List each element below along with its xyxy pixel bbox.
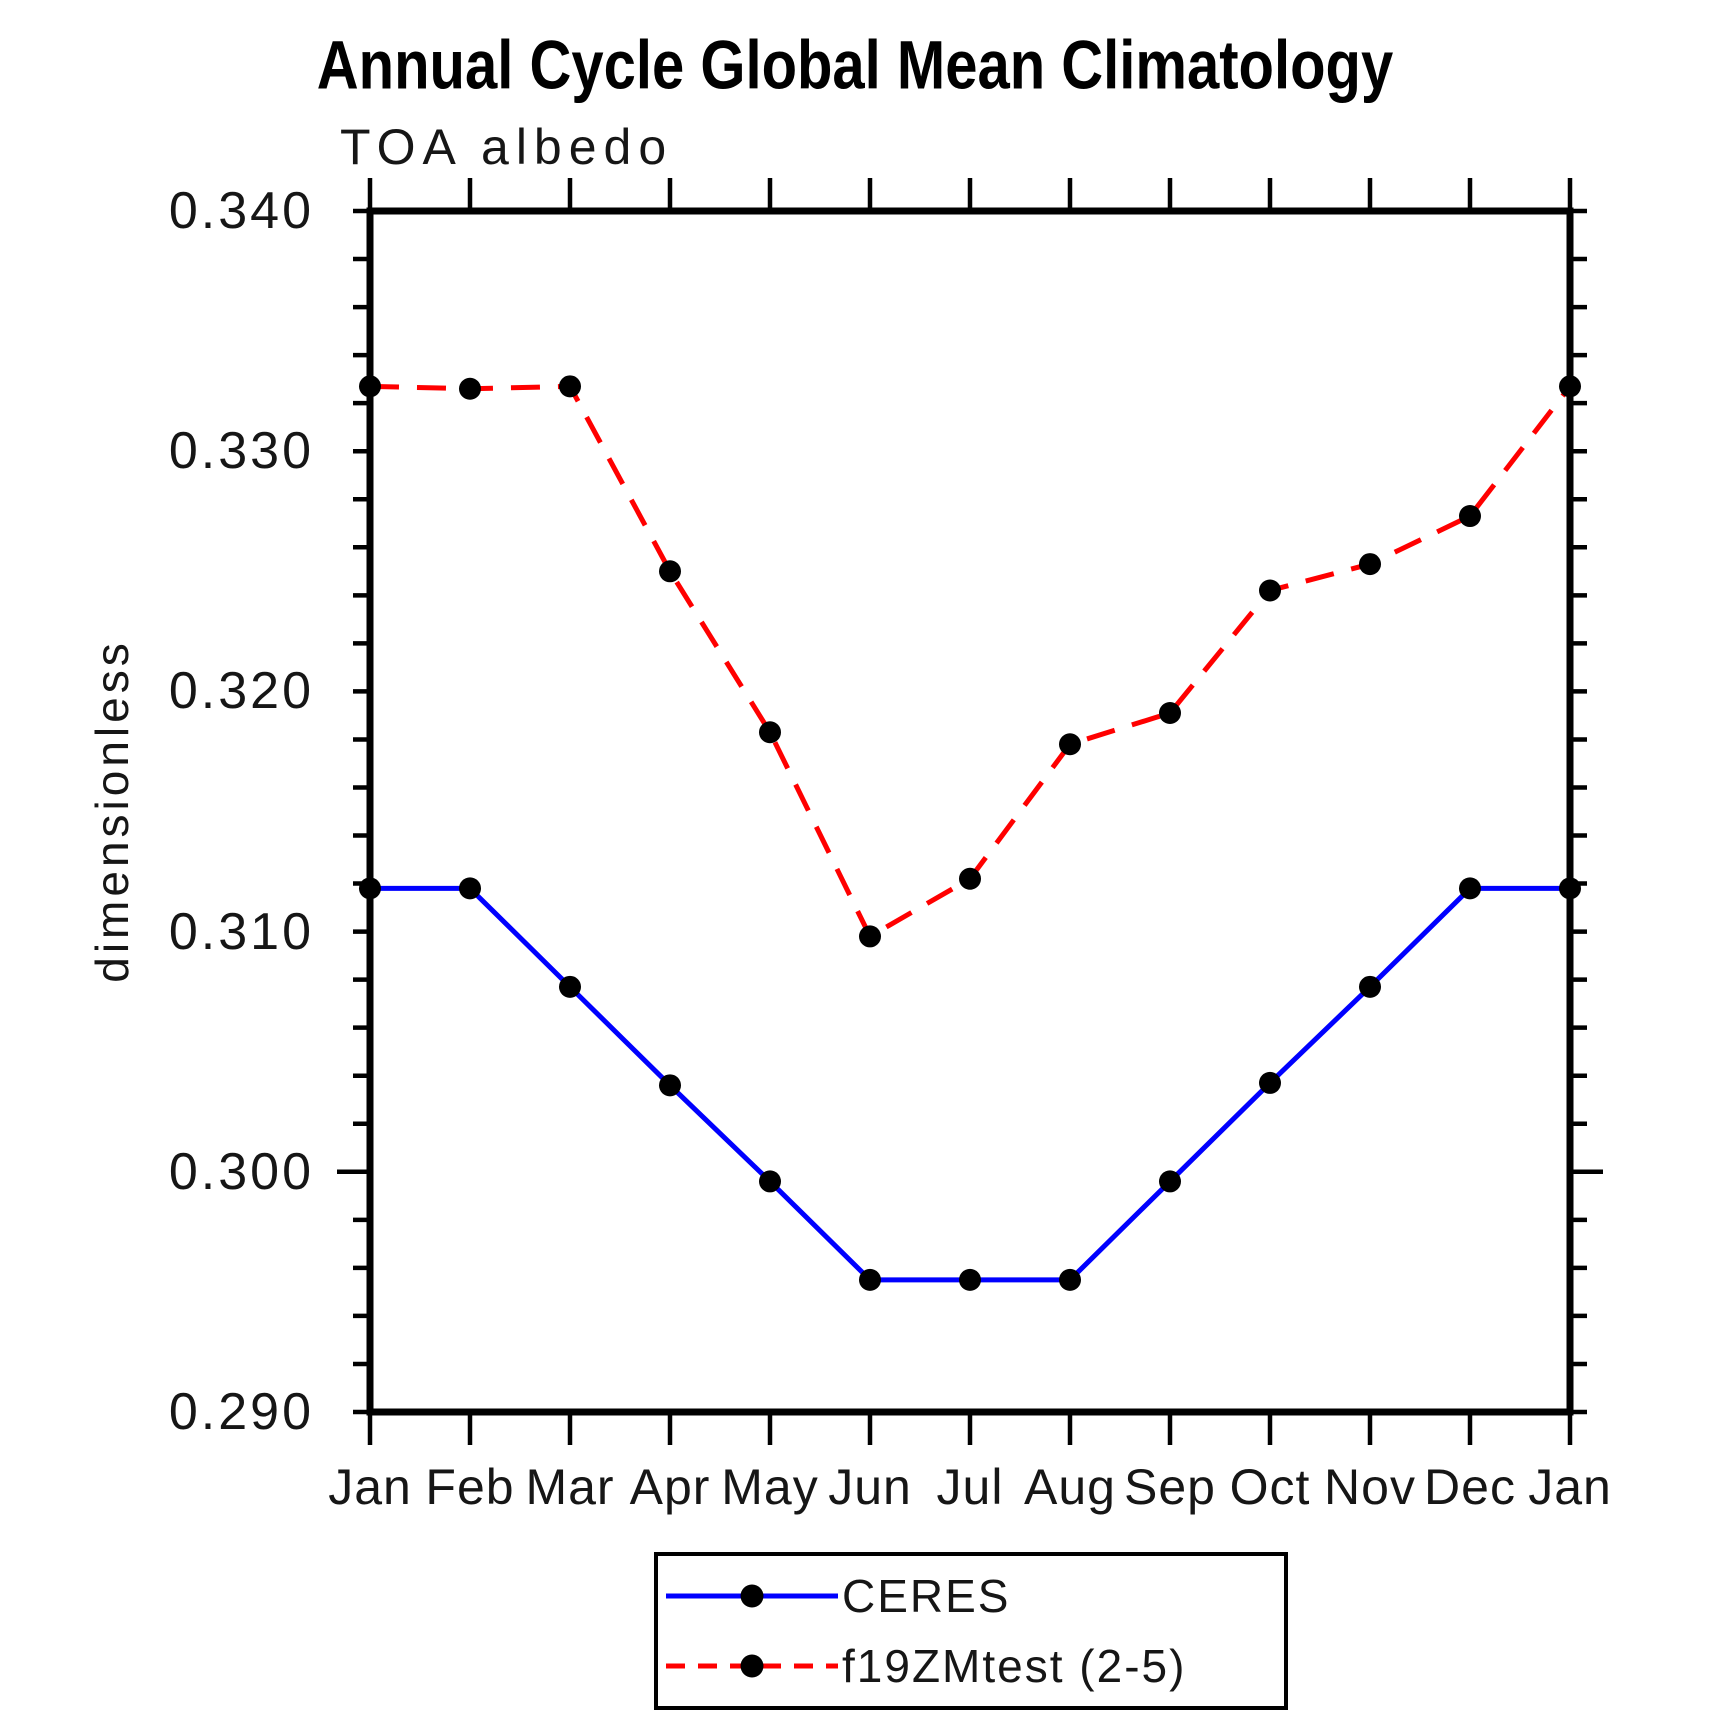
legend-line-sample-dashed — [666, 1654, 838, 1678]
x-tick-label: Mar — [525, 1459, 615, 1515]
legend-entry-ceres: CERES — [658, 1566, 1284, 1626]
x-tick-label: Jul — [936, 1459, 1004, 1515]
legend-line-sample-solid — [666, 1584, 838, 1608]
plot-frame — [366, 207, 1574, 1416]
x-tick-label: Feb — [425, 1459, 515, 1515]
legend: CERES f19ZMtest (2-5) — [654, 1552, 1288, 1710]
data-point-marker — [1159, 1170, 1181, 1193]
legend-label-ceres: CERES — [842, 1570, 1011, 1622]
data-point-marker — [1559, 877, 1581, 900]
data-point-marker — [959, 1268, 981, 1291]
x-tick-label: Jan — [328, 1459, 412, 1515]
chart-subtitle: TOA albedo — [340, 119, 674, 175]
data-point-marker — [559, 375, 581, 398]
data-point-marker — [1059, 1268, 1081, 1291]
data-point-marker — [359, 877, 381, 900]
data-point-marker — [359, 375, 381, 398]
x-tick-label: Jan — [1528, 1459, 1612, 1515]
x-tick-label: Sep — [1124, 1459, 1216, 1515]
y-tick-label: 0.290 — [168, 1383, 314, 1441]
series-line-ceres — [370, 885, 1570, 1283]
data-point-marker — [459, 877, 481, 900]
chart-title: Annual Cycle Global Mean Climatology — [316, 27, 1394, 104]
data-point-marker — [859, 925, 881, 948]
data-point-marker — [659, 560, 681, 583]
data-point-marker — [1059, 733, 1081, 756]
series-line-f19zmtest-2-5 — [369, 383, 1572, 940]
x-tick-label: Dec — [1424, 1459, 1516, 1515]
legend-entry-f19zmtest: f19ZMtest (2-5) — [658, 1636, 1284, 1696]
y-tick-label: 0.330 — [168, 422, 314, 481]
y-tick-label: 0.310 — [168, 902, 314, 961]
x-tick-label: Nov — [1324, 1459, 1416, 1515]
x-tick-label: Aug — [1024, 1459, 1116, 1515]
data-point-marker — [1259, 1071, 1281, 1094]
data-point-marker — [759, 721, 781, 744]
data-point-marker — [959, 867, 981, 890]
x-tick-label: Apr — [629, 1459, 711, 1515]
data-point-marker — [1359, 975, 1381, 998]
data-point-marker — [1459, 505, 1481, 528]
data-point-marker — [1559, 375, 1581, 398]
legend-label-f19zmtest: f19ZMtest (2-5) — [842, 1640, 1187, 1692]
y-tick-label: 0.320 — [168, 662, 314, 721]
data-point-marker — [1459, 877, 1481, 900]
y-tick-label: 0.340 — [168, 182, 314, 240]
data-point-marker — [1359, 553, 1381, 576]
y-tick-label: 0.300 — [168, 1142, 314, 1201]
x-tick-label: May — [721, 1459, 819, 1515]
data-point-marker — [459, 377, 481, 400]
x-tick-label: Jun — [828, 1459, 912, 1515]
data-point-marker — [559, 975, 581, 998]
data-point-marker — [1159, 702, 1181, 725]
data-point-marker — [1259, 579, 1281, 602]
data-point-marker — [659, 1074, 681, 1097]
data-point-marker — [759, 1170, 781, 1193]
data-point-marker — [859, 1268, 881, 1291]
x-tick-label: Oct — [1229, 1459, 1311, 1515]
